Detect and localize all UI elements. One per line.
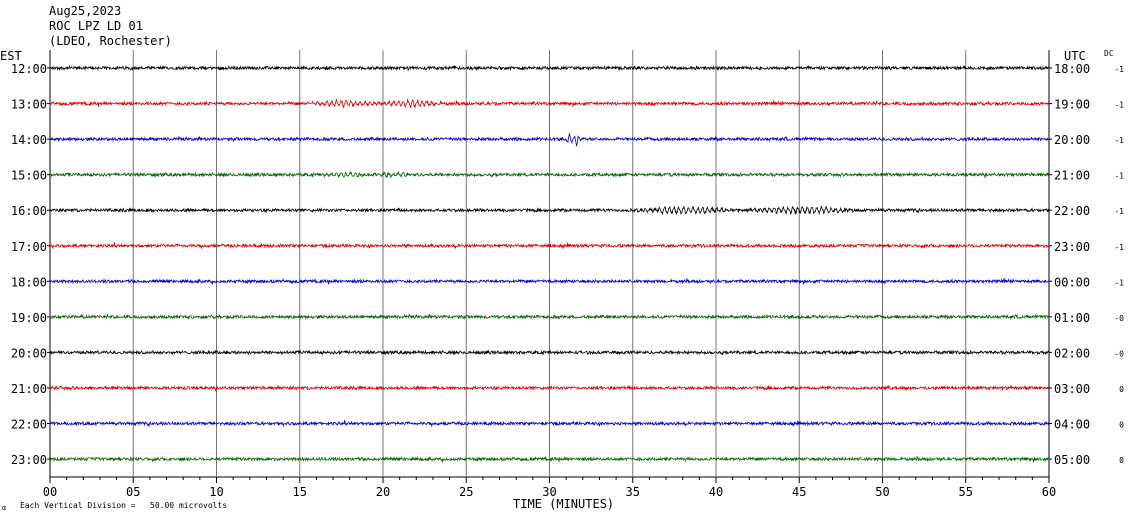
x-tick-label: 15 (293, 485, 307, 499)
utc-hour-label: 05:00 (1054, 453, 1090, 467)
x-axis-label: TIME (MINUTES) (513, 497, 614, 511)
scale-footnote: Each Vertical Division = 50.00 microvolt… (20, 501, 227, 510)
x-tick-label: 60 (1042, 485, 1056, 499)
utc-hour-label: 18:00 (1054, 62, 1090, 76)
x-tick-label: 10 (209, 485, 223, 499)
trace-line (49, 277, 1050, 286)
est-hour-label: 15:00 (11, 169, 47, 183)
x-tick-label: 30 (542, 485, 556, 499)
x-tick-label: 45 (792, 485, 806, 499)
est-hour-label: 16:00 (11, 204, 47, 218)
dc-value: -0 (1114, 314, 1124, 323)
trace-line (49, 420, 1050, 428)
trace-line (49, 313, 1050, 320)
x-tick-label: 00 (43, 485, 57, 499)
dc-value: -1 (1114, 65, 1124, 74)
trace-line (49, 349, 1050, 356)
est-hour-label: 18:00 (11, 275, 47, 289)
trace-line (49, 242, 1050, 250)
dc-value: 0 (1119, 421, 1124, 430)
dc-value: -1 (1114, 278, 1124, 287)
dc-value: -1 (1114, 207, 1124, 216)
trace-line (49, 133, 1050, 147)
est-hour-label: 14:00 (11, 133, 47, 147)
station-label: ROC LPZ LD 01 (49, 19, 143, 33)
network-label: (LDEO, Rochester) (49, 34, 172, 48)
x-tick-label: 40 (709, 485, 723, 499)
corner-mark-icon: α (2, 504, 6, 512)
est-hour-label: 12:00 (11, 62, 47, 76)
x-tick-label: 35 (626, 485, 640, 499)
trace-line (49, 98, 1050, 109)
est-hour-label: 19:00 (11, 311, 47, 325)
axis-labels: EST UTC DC TIME (MINUTES) Each Vertical … (0, 49, 1124, 512)
est-hour-label: 21:00 (11, 382, 47, 396)
utc-hour-label: 03:00 (1054, 382, 1090, 396)
est-hour-label: 13:00 (11, 98, 47, 112)
dc-value: -1 (1114, 243, 1124, 252)
dc-value: -1 (1114, 101, 1124, 110)
x-tick-label: 20 (376, 485, 390, 499)
x-tick-label: 25 (459, 485, 473, 499)
x-tick-label: 05 (126, 485, 140, 499)
dc-value: 0 (1119, 456, 1124, 465)
date-label: Aug25,2023 (49, 4, 122, 18)
est-hour-label: 23:00 (11, 453, 47, 467)
grid-lines (47, 50, 1052, 483)
est-hour-label: 20:00 (11, 346, 47, 360)
seismic-traces (49, 65, 1050, 464)
utc-axis-label: UTC (1064, 49, 1086, 63)
utc-hour-label: 02:00 (1054, 346, 1090, 360)
utc-hour-label: 22:00 (1054, 204, 1090, 218)
utc-hour-label: 21:00 (1054, 169, 1090, 183)
trace-line (49, 455, 1049, 464)
utc-hour-label: 23:00 (1054, 240, 1090, 254)
est-hour-label: 17:00 (11, 240, 47, 254)
dc-value: -1 (1114, 172, 1124, 181)
trace-line (49, 384, 1050, 392)
dc-value: -1 (1114, 136, 1124, 145)
utc-hour-label: 01:00 (1054, 311, 1090, 325)
est-hour-label: 22:00 (11, 418, 47, 432)
utc-hour-label: 00:00 (1054, 275, 1090, 289)
dc-value: -0 (1114, 349, 1124, 358)
dc-axis-label: DC (1104, 49, 1114, 58)
utc-hour-label: 19:00 (1054, 98, 1090, 112)
est-axis-label: EST (0, 49, 22, 63)
utc-hour-label: 04:00 (1054, 418, 1090, 432)
dc-value: 0 (1119, 385, 1124, 394)
trace-line (49, 65, 1050, 72)
x-tick-label: 55 (959, 485, 973, 499)
utc-hour-label: 20:00 (1054, 133, 1090, 147)
x-tick-label: 50 (875, 485, 889, 499)
trace-line (49, 170, 1050, 179)
trace-line (49, 205, 1050, 216)
